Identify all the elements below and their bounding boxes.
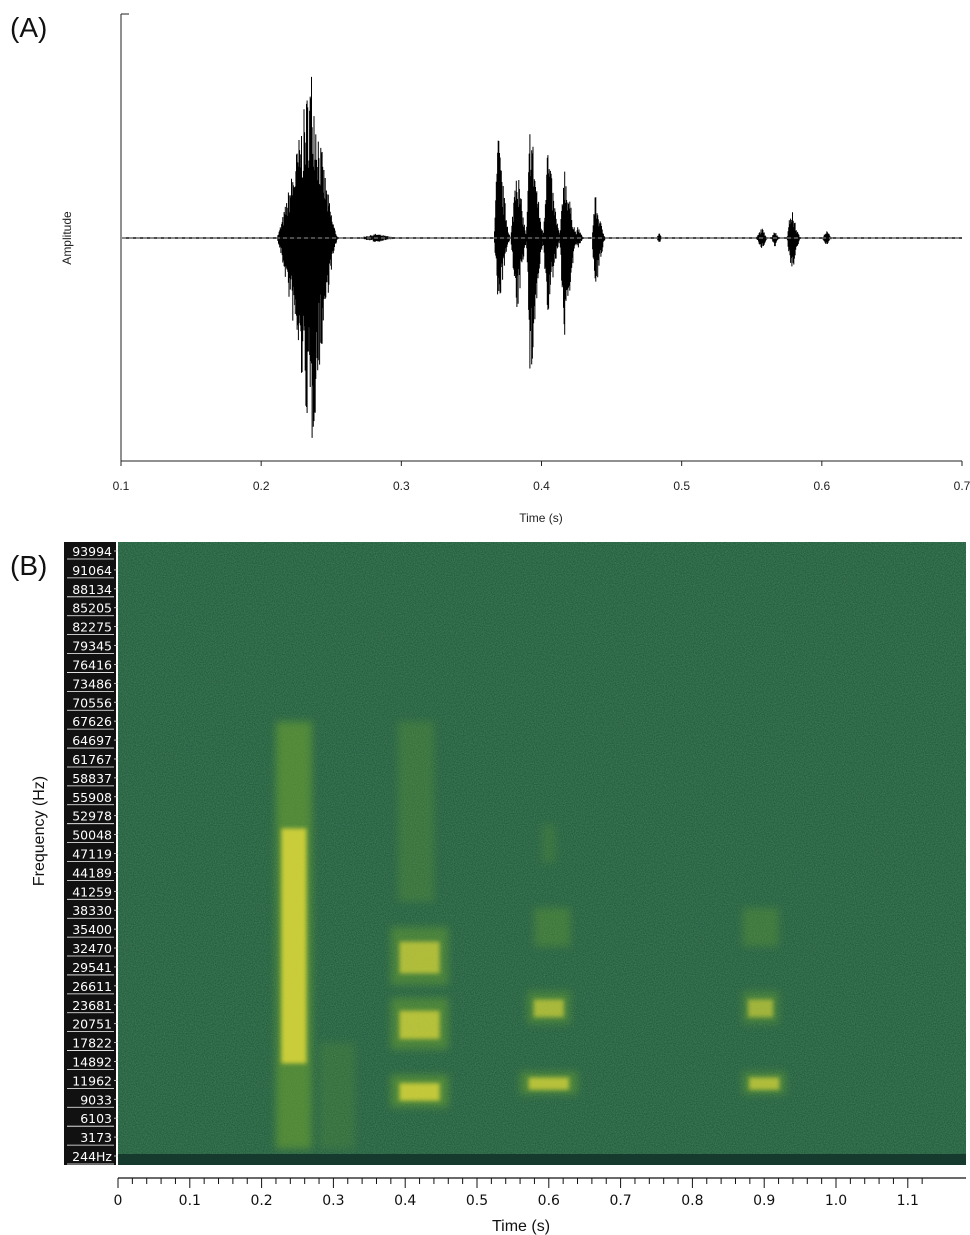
spectrogram-x-label: Time (s) — [492, 1218, 550, 1235]
frequency-label: 50048 — [72, 828, 112, 843]
spectrogram-energy-region — [742, 1071, 786, 1095]
waveform-burst — [592, 197, 606, 282]
spectrogram-energy-region — [275, 721, 312, 1149]
spectrogram-energy-region — [541, 824, 556, 863]
spectrogram-energy-region — [742, 907, 779, 947]
spectrogram-y-label: Frequency (Hz) — [31, 776, 48, 886]
spectrogram-x-tick-label: 1.0 — [825, 1193, 847, 1209]
waveform-burst — [510, 180, 528, 307]
waveform-burst — [559, 171, 578, 335]
frequency-label: 20751 — [72, 1017, 112, 1032]
waveform-burst — [276, 76, 339, 438]
frequency-label: 91064 — [72, 563, 112, 578]
waveform-x-tick-label: 0.3 — [393, 479, 410, 493]
frequency-label: 88134 — [72, 582, 112, 597]
spectrogram-low-band — [118, 1154, 966, 1165]
waveform-series — [276, 76, 833, 438]
frequency-label: 85205 — [72, 601, 112, 616]
spectrogram-noise — [118, 542, 966, 1165]
frequency-labels: 93994 91064 88134 85205 82275 79345 76416 73486… — [67, 544, 118, 1165]
spectrogram-energy-region — [527, 991, 571, 1024]
frequency-label: 244Hz — [72, 1149, 112, 1164]
frequency-label: 44189 — [72, 865, 112, 880]
waveform-x-tick-label: 0.4 — [533, 479, 550, 493]
waveform-chart: 0.1 0.2 0.3 0.4 0.5 0.6 0.7 Amplitude Time (s) — [60, 13, 970, 525]
frequency-label: 64697 — [72, 733, 112, 748]
spectrogram-energy-region — [742, 991, 779, 1024]
waveform-x-label: Time (s) — [519, 511, 563, 525]
spectrogram-x-tick-label: 0.7 — [609, 1193, 631, 1209]
spectrogram-energy-region — [534, 907, 571, 947]
spectrogram-energy-region — [390, 1075, 449, 1108]
frequency-label: 11962 — [72, 1073, 112, 1088]
spectrogram-x-tick-label: 0.3 — [322, 1193, 344, 1209]
frequency-label: 73486 — [72, 676, 112, 691]
frequency-label: 17822 — [72, 1036, 112, 1051]
frequency-label: 55908 — [72, 790, 112, 805]
frequency-label: 41259 — [72, 884, 112, 899]
spectrogram-energy-region — [520, 1071, 578, 1095]
spectrogram-energy — [275, 721, 786, 1149]
frequency-label: 93994 — [72, 544, 112, 559]
waveform-x-ticks: 0.1 0.2 0.3 0.4 0.5 0.6 0.7 — [113, 461, 970, 493]
frequency-label: 61767 — [72, 752, 112, 767]
frequency-label: 52978 — [72, 809, 112, 824]
waveform-burst — [526, 134, 545, 369]
frequency-label: 79345 — [72, 639, 112, 654]
spectrogram-x-tick-label: 0.9 — [753, 1193, 775, 1209]
frequency-label: 3173 — [80, 1130, 112, 1145]
frequency-label: 82275 — [72, 620, 112, 635]
waveform-y-label: Amplitude — [60, 211, 74, 265]
spectrogram-x-tick-label: 0.5 — [466, 1193, 488, 1209]
frequency-label: 67626 — [72, 714, 112, 729]
waveform-x-tick-label: 0.5 — [673, 479, 690, 493]
spectrogram-x-tick-label: 0 — [114, 1193, 123, 1209]
waveform-burst — [543, 155, 561, 310]
frequency-label: 38330 — [72, 903, 112, 918]
spectrogram-energy-region — [398, 721, 434, 902]
frequency-label: 9033 — [80, 1092, 112, 1107]
waveform-x-tick-label: 0.1 — [113, 479, 130, 493]
spectrogram-x-ticks: 0 0.1 0.2 0.3 0.4 0.5 0.6 0.7 0.8 0.9 1.0 1.1 — [114, 1178, 923, 1209]
spectrogram-x-tick-label: 0.6 — [538, 1193, 560, 1209]
spectrogram-x-tick-label: 1.1 — [897, 1193, 919, 1209]
spectrogram-background — [118, 542, 966, 1165]
frequency-label: 76416 — [72, 657, 112, 672]
frequency-label: 70556 — [72, 695, 112, 710]
spectrogram-x-tick-label: 0.2 — [250, 1193, 272, 1209]
freq-label-column — [64, 542, 116, 1165]
frequency-label: 35400 — [72, 922, 112, 937]
frequency-label: 23681 — [72, 998, 112, 1013]
frequency-label: 14892 — [72, 1054, 112, 1069]
waveform-burst — [786, 212, 801, 267]
spectrogram-x-tick-label: 0.1 — [179, 1193, 201, 1209]
waveform-burst — [494, 140, 511, 295]
spectrogram-energy-region — [390, 997, 449, 1050]
frequency-label: 32470 — [72, 941, 112, 956]
frequency-label: 29541 — [72, 960, 112, 975]
panel-b-label: (B) — [10, 550, 48, 581]
waveform-x-tick-label: 0.2 — [253, 479, 270, 493]
spectrogram-x-tick-label: 0.8 — [681, 1193, 703, 1209]
spectrogram-energy-region — [319, 1042, 355, 1149]
spectrogram-x-tick-label: 0.4 — [394, 1193, 416, 1209]
frequency-label: 58837 — [72, 771, 112, 786]
panel-a-label: (A) — [10, 12, 48, 43]
waveform-x-tick-label: 0.7 — [954, 479, 970, 493]
frequency-label: 47119 — [72, 847, 112, 862]
waveform-burst — [771, 232, 780, 247]
frequency-label: 6103 — [80, 1111, 112, 1126]
frequency-label: 26611 — [72, 979, 112, 994]
waveform-x-tick-label: 0.6 — [813, 479, 830, 493]
spectrogram-energy-region — [390, 927, 449, 986]
